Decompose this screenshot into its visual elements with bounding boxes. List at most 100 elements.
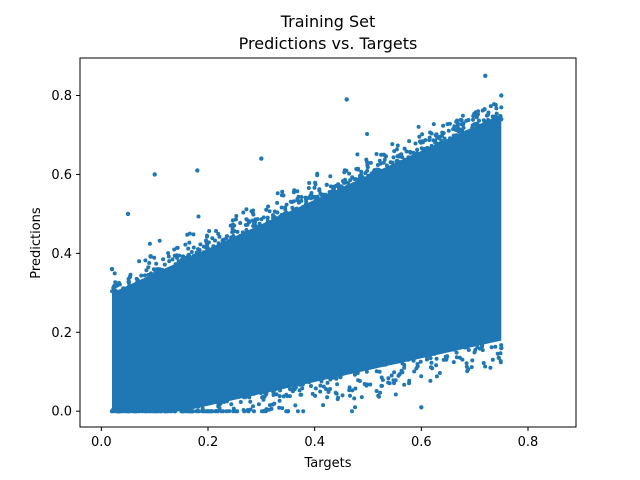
scatter-point — [363, 171, 368, 176]
scatter-point — [352, 372, 357, 377]
scatter-point — [368, 160, 373, 165]
scatter-point — [380, 378, 385, 382]
scatter-point — [278, 388, 283, 393]
scatter-point — [451, 360, 456, 365]
scatter-point — [428, 378, 433, 383]
scatter-point — [495, 117, 499, 122]
scatter-point — [475, 121, 480, 126]
scatter-point — [148, 254, 153, 259]
scatter-point — [271, 220, 276, 225]
scatter-point — [353, 182, 358, 187]
scatter-point — [296, 194, 301, 199]
scatter-point — [472, 111, 477, 116]
scatter-point — [232, 229, 237, 234]
scatter-point — [453, 344, 458, 349]
scatter-point — [240, 230, 245, 235]
y-axis-label: Predictions — [29, 207, 44, 279]
scatter-point — [144, 278, 149, 283]
scatter-point — [481, 361, 486, 365]
scatter-point — [162, 262, 167, 267]
scatter-point — [415, 362, 420, 366]
scatter-point — [488, 104, 493, 109]
scatter-point — [365, 165, 370, 170]
scatter-point — [390, 142, 395, 147]
scatter-point — [437, 371, 442, 375]
scatter-point — [245, 218, 250, 223]
scatter-point — [219, 409, 224, 414]
scatter-point — [359, 395, 364, 400]
scatter-point — [422, 353, 427, 357]
scatter-point — [472, 350, 477, 355]
scatter-point — [315, 194, 320, 199]
scatter-point — [180, 258, 185, 263]
scatter-point — [230, 238, 235, 243]
scatter-point — [257, 226, 262, 230]
scatter-point — [218, 243, 223, 248]
scatter-point — [402, 382, 407, 387]
scatter-point — [215, 400, 220, 405]
scatter-point — [208, 401, 212, 405]
scatter-point — [288, 387, 293, 392]
scatter-point — [121, 286, 126, 291]
scatter-point — [264, 391, 269, 396]
scatter-point — [228, 223, 233, 228]
scatter-point — [486, 118, 491, 122]
scatter-point — [318, 383, 323, 388]
scatter-point — [298, 392, 303, 397]
scatter-point — [414, 366, 419, 371]
scatter-point — [292, 188, 297, 193]
scatter-point — [300, 206, 304, 211]
scatter-point — [152, 409, 157, 414]
scatter-point — [307, 181, 312, 185]
scatter-point — [464, 361, 469, 366]
scatter-point — [188, 257, 193, 262]
scatter-point — [154, 261, 159, 266]
scatter-point — [272, 387, 277, 392]
scatter-point — [142, 405, 147, 410]
scatter-point — [442, 136, 447, 141]
scatter-point — [244, 207, 249, 212]
scatter-point — [151, 267, 156, 272]
scatter-point — [196, 409, 201, 414]
scatter-point — [295, 189, 300, 194]
scatter-point — [277, 405, 282, 410]
scatter-point — [170, 266, 175, 271]
scatter-point — [168, 405, 173, 410]
scatter-point — [285, 394, 290, 399]
scatter-point — [324, 182, 329, 187]
scatter-point — [300, 386, 305, 391]
scatter-point — [185, 232, 190, 237]
scatter-point — [374, 389, 379, 393]
scatter-point — [147, 241, 152, 246]
scatter-point — [410, 154, 415, 159]
scatter-point — [259, 217, 264, 222]
scatter-point — [235, 229, 240, 234]
scatter-point — [377, 394, 381, 399]
scatter-point — [353, 405, 357, 410]
scatter-point — [285, 409, 291, 414]
scatter-point — [167, 259, 172, 264]
scatter-point — [306, 186, 311, 190]
scatter-point — [454, 128, 458, 132]
scatter-point — [291, 209, 296, 214]
scatter-point — [484, 113, 489, 118]
scatter-point — [115, 409, 120, 414]
scatter-point — [297, 380, 302, 385]
scatter-point — [455, 121, 460, 126]
scatter-point — [293, 403, 298, 408]
scatter-point — [321, 384, 326, 389]
scatter-point — [461, 121, 466, 126]
scatter-point — [339, 184, 344, 189]
scatter-point — [393, 392, 398, 397]
scatter-point — [470, 341, 475, 346]
scatter-point — [238, 234, 243, 238]
chart-title: Training Set — [280, 12, 376, 31]
scatter-point — [386, 376, 391, 381]
scatter-point — [420, 132, 425, 137]
scatter-point — [318, 191, 323, 196]
scatter-point — [109, 409, 115, 414]
scatter-point — [433, 138, 438, 143]
scatter-point — [275, 191, 280, 196]
scatter-point — [483, 338, 488, 343]
scatter-point — [216, 231, 221, 236]
